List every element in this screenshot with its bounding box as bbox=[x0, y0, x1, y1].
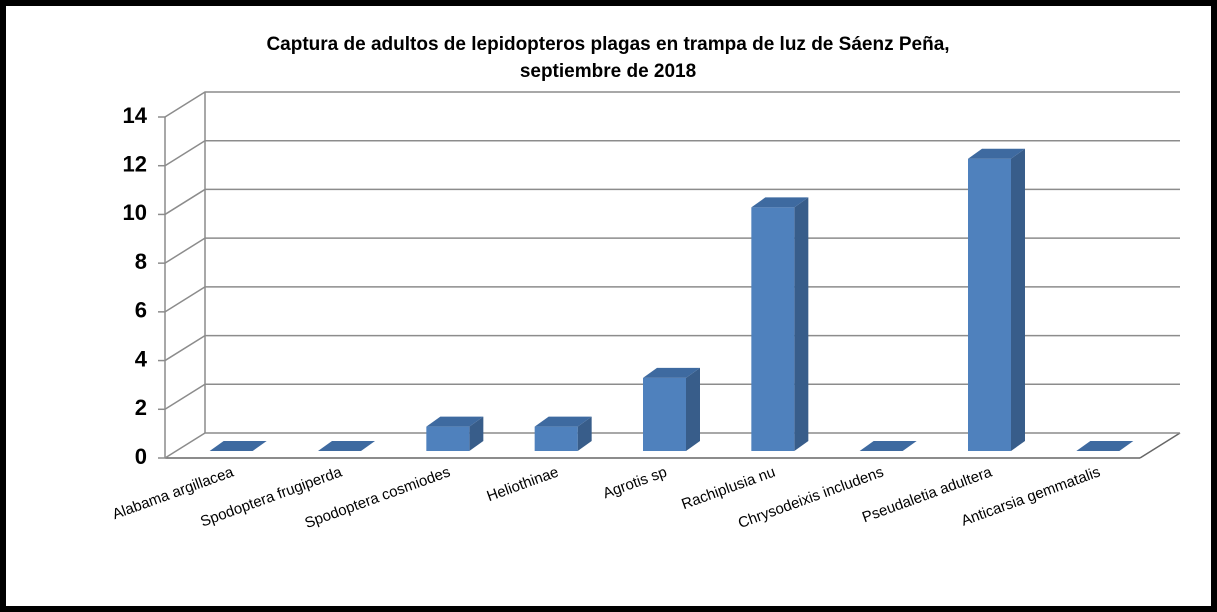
y-tick-label: 0 bbox=[135, 444, 147, 469]
bar-side bbox=[469, 416, 484, 451]
bar-top bbox=[318, 441, 375, 451]
bar-side bbox=[686, 367, 700, 451]
chart-title: septiembre de 2018 bbox=[520, 61, 696, 82]
y-tick-label: 4 bbox=[135, 346, 148, 371]
y-tick-label: 6 bbox=[135, 298, 147, 323]
y-tick-label: 14 bbox=[123, 103, 148, 128]
floor-edge bbox=[1139, 432, 1181, 459]
grid-line bbox=[164, 91, 1180, 118]
y-tick-label: 8 bbox=[135, 249, 147, 274]
grid-line bbox=[164, 286, 1180, 313]
y-tick-label: 2 bbox=[135, 395, 147, 420]
grid-line bbox=[164, 334, 1180, 362]
bar bbox=[751, 207, 795, 451]
bar-top bbox=[643, 367, 700, 378]
chart-title: Captura de adultos de lepidopteros plaga… bbox=[266, 34, 949, 55]
y-tick-label: 12 bbox=[123, 152, 147, 177]
bar bbox=[643, 377, 686, 451]
bar-top bbox=[1076, 441, 1134, 451]
bar-side bbox=[1011, 148, 1025, 451]
bar-top bbox=[426, 416, 484, 427]
bar-top bbox=[968, 148, 1025, 159]
grid-line bbox=[164, 188, 1180, 216]
grid-line bbox=[164, 432, 1180, 459]
bar-top bbox=[859, 441, 917, 451]
grid-line bbox=[164, 139, 1180, 167]
bar bbox=[968, 158, 1011, 451]
grid-line bbox=[164, 237, 1180, 264]
bar bbox=[426, 426, 470, 451]
bar-side bbox=[794, 197, 809, 451]
bar-side bbox=[577, 416, 592, 451]
grid-line bbox=[164, 383, 1180, 410]
y-tick-label: 10 bbox=[123, 200, 147, 225]
bar-top bbox=[751, 197, 809, 208]
bar-top bbox=[209, 441, 267, 451]
bar-top bbox=[534, 416, 592, 427]
bar bbox=[534, 426, 578, 451]
